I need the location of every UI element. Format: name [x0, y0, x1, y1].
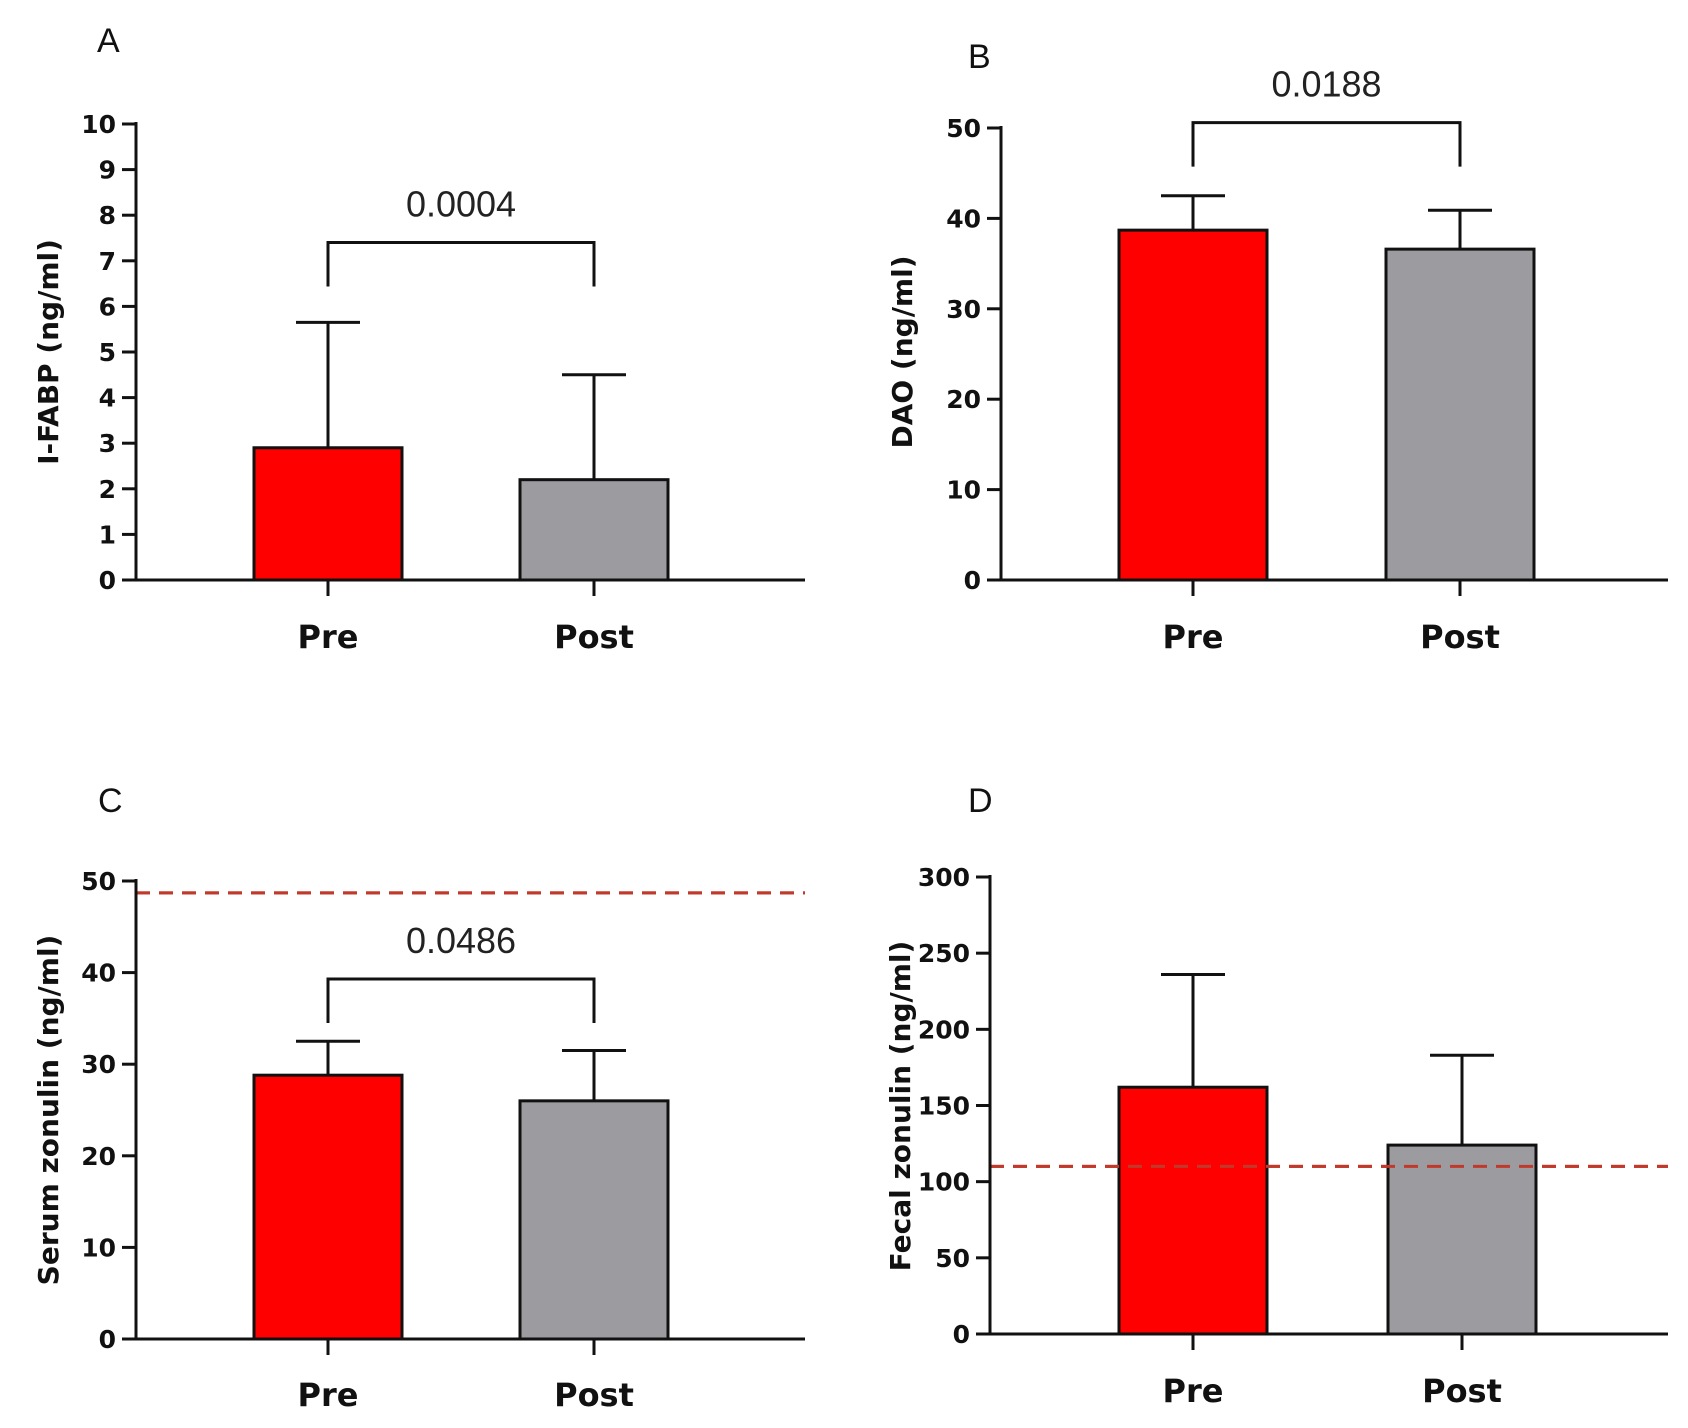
p-value-label: 0.0004 [406, 184, 516, 225]
y-tick-label: 4 [99, 384, 116, 413]
y-tick-label: 50 [935, 1244, 970, 1273]
y-tick-label: 100 [918, 1168, 970, 1197]
x-tick-label-pre: Pre [298, 1376, 359, 1414]
y-axis-title: Serum zonulin (ng/ml) [32, 935, 65, 1286]
y-tick-label: 10 [81, 110, 116, 139]
y-tick-label: 0 [99, 566, 116, 595]
significance-bracket [1191, 121, 1462, 167]
p-value-label: 0.0188 [1271, 64, 1381, 105]
x-tick-label-post: Post [554, 1376, 634, 1414]
x-tick-label-pre: Pre [1163, 618, 1224, 656]
x-tick-label-post: Post [1422, 1372, 1502, 1410]
bar-pre [252, 446, 404, 582]
y-tick-label: 0 [953, 1320, 970, 1349]
p-value-label: 0.0486 [406, 920, 516, 961]
panel-a: A 0 1 2 3 4 5 6 7 8 9 10 Pre Post I-FABP (ng/ml) 0.0004 [32, 22, 805, 656]
bar-post [518, 478, 670, 582]
y-tick-label: 8 [99, 201, 116, 230]
panel-b: B 0 10 20 30 40 50 Pre Post DAO (ng/ml) 0.0188 [886, 38, 1668, 656]
y-tick-label: 20 [946, 385, 981, 414]
y-axis-title: DAO (ng/ml) [886, 255, 919, 448]
y-tick-label: 7 [99, 247, 116, 276]
panel-letter: B [968, 38, 991, 76]
x-tick-label-pre: Pre [1163, 1372, 1224, 1410]
y-axis-title: Fecal zonulin (ng/ml) [884, 941, 917, 1272]
y-tick-label: 40 [81, 959, 116, 988]
y-tick-label: 9 [99, 156, 116, 185]
y-tick-label: 5 [99, 338, 116, 367]
y-tick-label: 0 [964, 566, 981, 595]
panel-d: D 0 50 100 150 200 250 300 Pre Post Fecal zonulin … [884, 782, 1668, 1410]
x-tick-label-pre: Pre [298, 618, 359, 656]
panel-c: C 0 10 20 30 40 50 Pre Post Serum zonulin (ng/ml)… [32, 782, 805, 1414]
y-axis-title: I-FABP (ng/ml) [32, 239, 65, 465]
x-tick-label-post: Post [554, 618, 634, 656]
y-tick-label: 30 [81, 1050, 116, 1079]
significance-bracket [326, 977, 596, 1024]
y-tick-label: 10 [81, 1233, 116, 1262]
y-tick-label: 0 [99, 1325, 116, 1354]
bar-pre [252, 1073, 404, 1341]
bar-post [1384, 247, 1536, 582]
y-tick-label: 30 [946, 295, 981, 324]
y-tick-label: 300 [918, 863, 970, 892]
bar-post [1386, 1143, 1538, 1336]
y-tick-label: 1 [99, 520, 116, 549]
bar-post [518, 1099, 670, 1341]
panel-letter: A [97, 22, 120, 60]
panel-letter: C [98, 782, 123, 820]
bar-pre [1117, 1085, 1269, 1336]
bar-pre [1117, 228, 1269, 582]
y-tick-label: 50 [81, 867, 116, 896]
y-tick-label: 250 [918, 939, 970, 968]
y-tick-label: 10 [946, 476, 981, 505]
y-tick-label: 40 [946, 204, 981, 233]
panel-letter: D [968, 782, 993, 820]
x-tick-label-post: Post [1420, 618, 1500, 656]
y-tick-label: 2 [99, 475, 116, 504]
y-tick-label: 50 [946, 114, 981, 143]
y-tick-label: 150 [918, 1092, 970, 1121]
y-tick-label: 200 [918, 1015, 970, 1044]
y-tick-label: 3 [99, 429, 116, 458]
significance-bracket [326, 241, 596, 287]
y-tick-label: 20 [81, 1142, 116, 1171]
y-tick-label: 6 [99, 292, 116, 321]
